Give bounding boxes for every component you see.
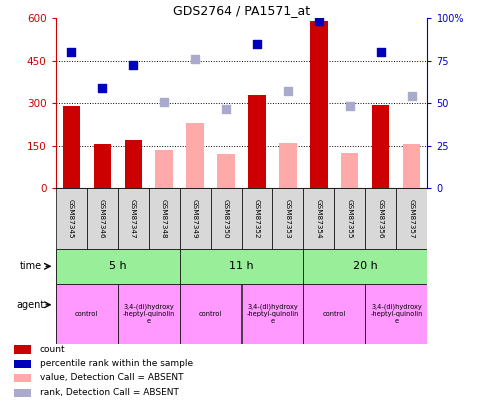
Bar bbox=[56, 284, 117, 344]
Point bbox=[408, 93, 416, 100]
Text: GSM87356: GSM87356 bbox=[378, 199, 384, 239]
Bar bbox=[311, 21, 327, 188]
Text: rank, Detection Call = ABSENT: rank, Detection Call = ABSENT bbox=[40, 388, 179, 397]
Text: GSM87349: GSM87349 bbox=[192, 199, 198, 239]
Text: 11 h: 11 h bbox=[229, 261, 254, 271]
Bar bbox=[14, 389, 30, 397]
Bar bbox=[14, 373, 30, 382]
Bar bbox=[366, 188, 397, 249]
Bar bbox=[366, 284, 427, 344]
Bar bbox=[86, 188, 117, 249]
Text: control: control bbox=[75, 311, 98, 317]
Bar bbox=[303, 284, 366, 344]
Point bbox=[98, 85, 106, 91]
Text: GSM87352: GSM87352 bbox=[254, 199, 260, 239]
Point bbox=[129, 62, 137, 68]
Bar bbox=[341, 153, 358, 188]
Bar bbox=[334, 188, 366, 249]
Point bbox=[377, 49, 385, 55]
Bar bbox=[117, 284, 180, 344]
Title: GDS2764 / PA1571_at: GDS2764 / PA1571_at bbox=[173, 4, 310, 17]
Bar bbox=[14, 345, 30, 354]
Text: 3,4-(di)hydroxy
-heptyl-quinolin
e: 3,4-(di)hydroxy -heptyl-quinolin e bbox=[122, 304, 175, 324]
Text: GSM87347: GSM87347 bbox=[130, 199, 136, 239]
Text: 20 h: 20 h bbox=[353, 261, 378, 271]
Text: 5 h: 5 h bbox=[109, 261, 127, 271]
Text: GSM87348: GSM87348 bbox=[161, 199, 167, 239]
Bar bbox=[272, 188, 303, 249]
Bar bbox=[180, 188, 211, 249]
Bar bbox=[180, 284, 242, 344]
Point bbox=[253, 40, 261, 47]
Point bbox=[160, 99, 168, 105]
Bar bbox=[248, 95, 266, 188]
Point bbox=[346, 103, 354, 109]
Text: GSM87354: GSM87354 bbox=[316, 199, 322, 239]
Text: time: time bbox=[19, 261, 42, 271]
Bar bbox=[186, 123, 203, 188]
Point bbox=[315, 18, 323, 24]
Text: GSM87353: GSM87353 bbox=[285, 199, 291, 239]
Bar bbox=[149, 188, 180, 249]
Text: control: control bbox=[323, 311, 346, 317]
Bar bbox=[280, 143, 297, 188]
Bar bbox=[217, 154, 235, 188]
Text: percentile rank within the sample: percentile rank within the sample bbox=[40, 359, 193, 368]
Point bbox=[67, 49, 75, 55]
Bar bbox=[372, 104, 389, 188]
Text: GSM87357: GSM87357 bbox=[409, 199, 415, 239]
Point bbox=[284, 87, 292, 94]
Bar bbox=[117, 188, 149, 249]
Bar bbox=[303, 249, 427, 284]
Text: GSM87355: GSM87355 bbox=[347, 199, 353, 239]
Bar bbox=[56, 188, 86, 249]
Bar bbox=[125, 140, 142, 188]
Text: 3,4-(di)hydroxy
-heptyl-quinolin
e: 3,4-(di)hydroxy -heptyl-quinolin e bbox=[370, 304, 423, 324]
Bar bbox=[397, 188, 427, 249]
Text: GSM87350: GSM87350 bbox=[223, 199, 229, 239]
Bar bbox=[180, 249, 303, 284]
Text: GSM87346: GSM87346 bbox=[99, 199, 105, 239]
Text: 3,4-(di)hydroxy
-heptyl-quinolin
e: 3,4-(di)hydroxy -heptyl-quinolin e bbox=[246, 304, 298, 324]
Bar bbox=[242, 188, 272, 249]
Bar bbox=[156, 150, 172, 188]
Point bbox=[222, 106, 230, 112]
Bar bbox=[94, 143, 111, 188]
Text: value, Detection Call = ABSENT: value, Detection Call = ABSENT bbox=[40, 373, 184, 382]
Bar bbox=[211, 188, 242, 249]
Text: control: control bbox=[199, 311, 222, 317]
Bar bbox=[62, 106, 80, 188]
Bar bbox=[303, 188, 334, 249]
Text: agent: agent bbox=[16, 300, 44, 310]
Text: count: count bbox=[40, 345, 65, 354]
Bar bbox=[14, 360, 30, 368]
Bar bbox=[242, 284, 303, 344]
Bar bbox=[56, 249, 180, 284]
Bar bbox=[403, 145, 421, 188]
Point bbox=[191, 56, 199, 62]
Text: GSM87345: GSM87345 bbox=[68, 199, 74, 239]
